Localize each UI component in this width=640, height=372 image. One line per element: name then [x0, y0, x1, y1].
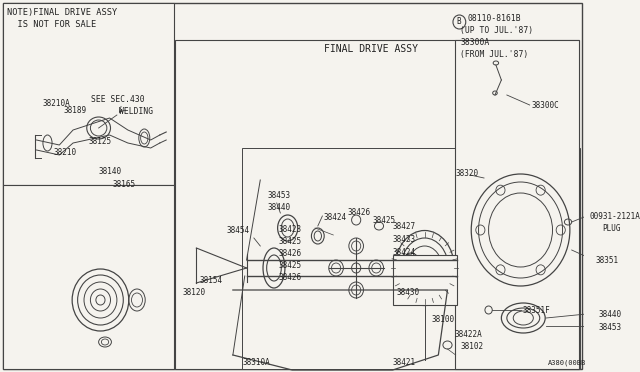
Bar: [393, 255, 456, 305]
Text: 38165: 38165: [113, 180, 136, 189]
Text: 38423: 38423: [278, 225, 301, 234]
Text: (UP TO JUL.'87): (UP TO JUL.'87): [460, 26, 533, 35]
Text: 38351: 38351: [595, 256, 618, 265]
Text: 38425: 38425: [372, 216, 396, 225]
Text: (FROM JUL.'87): (FROM JUL.'87): [460, 50, 529, 59]
Text: 38440: 38440: [598, 310, 621, 319]
Text: 38310A: 38310A: [243, 358, 271, 367]
Text: 38453: 38453: [268, 191, 291, 200]
Text: 38125: 38125: [89, 137, 112, 146]
Text: 38423: 38423: [393, 235, 416, 244]
Text: 38424: 38424: [323, 213, 346, 222]
Text: 38440: 38440: [268, 203, 291, 212]
Text: 38425: 38425: [278, 261, 301, 270]
Text: 08110-8161B: 08110-8161B: [468, 14, 521, 23]
Text: 38154: 38154: [199, 276, 222, 285]
Text: FINAL DRIVE ASSY: FINAL DRIVE ASSY: [324, 44, 418, 54]
Text: 38320: 38320: [456, 169, 479, 178]
Text: 38424: 38424: [393, 248, 416, 257]
Text: 38427: 38427: [393, 222, 416, 231]
Text: 38300A: 38300A: [460, 38, 490, 47]
Bar: [3, 3, 173, 185]
Bar: [3, 185, 173, 369]
Text: 38430: 38430: [396, 288, 419, 297]
Text: 38421: 38421: [393, 358, 416, 367]
Text: 38102: 38102: [460, 342, 483, 351]
Text: WELDING: WELDING: [119, 107, 153, 116]
Text: NOTE)FINAL DRIVE ASSY: NOTE)FINAL DRIVE ASSY: [7, 8, 118, 17]
Text: 38454: 38454: [227, 226, 250, 235]
Text: SEE SEC.430: SEE SEC.430: [92, 95, 145, 104]
Text: 38140: 38140: [98, 167, 122, 176]
Bar: [242, 148, 580, 369]
Text: IS NOT FOR SALE: IS NOT FOR SALE: [7, 20, 97, 29]
Text: 38210A: 38210A: [42, 99, 70, 108]
Text: PLUG: PLUG: [603, 224, 621, 233]
Text: 38425: 38425: [278, 237, 301, 246]
Text: 38120: 38120: [182, 288, 206, 297]
Text: 38426: 38426: [278, 273, 301, 282]
Text: 38426: 38426: [347, 208, 370, 217]
Text: 38453: 38453: [598, 323, 621, 332]
Text: 38351F: 38351F: [522, 306, 550, 315]
Bar: [175, 40, 579, 369]
Text: B: B: [456, 17, 461, 26]
Text: 38422A: 38422A: [455, 330, 483, 339]
Text: 38426: 38426: [278, 249, 301, 258]
Text: 38300C: 38300C: [531, 101, 559, 110]
Text: A380(00BB: A380(00BB: [548, 360, 586, 366]
Bar: [455, 40, 579, 369]
Text: 38100: 38100: [431, 315, 454, 324]
Text: 00931-2121A: 00931-2121A: [590, 212, 640, 221]
Text: 38189: 38189: [63, 106, 86, 115]
Text: 38210: 38210: [54, 148, 77, 157]
